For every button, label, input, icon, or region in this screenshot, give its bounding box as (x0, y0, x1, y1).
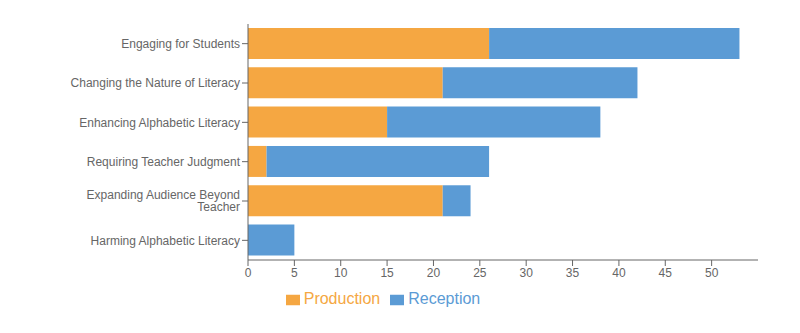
svg-text:5: 5 (291, 266, 298, 280)
html-text:Production: Production (303, 290, 381, 307)
svg-text:10: 10 (334, 266, 348, 280)
svg-text:Enhancing Alphabetic Literacy: Enhancing Alphabetic Literacy (79, 116, 240, 130)
svg-text:Expanding Audience BeyondTeach: Expanding Audience BeyondTeacher (87, 188, 240, 214)
html-text:Reception: Reception (408, 290, 481, 307)
svg-text:40: 40 (612, 266, 626, 280)
svg-text:20: 20 (427, 266, 441, 280)
svg-text:45: 45 (659, 266, 673, 280)
svg-text:30: 30 (520, 266, 534, 280)
svg-text:0: 0 (245, 266, 252, 280)
svg-text:Changing the Nature of Literac: Changing the Nature of Literacy (71, 76, 240, 90)
svg-text:Requiring Teacher Judgment: Requiring Teacher Judgment (87, 155, 241, 169)
svg-text:35: 35 (566, 266, 580, 280)
svg-text:25: 25 (473, 266, 487, 280)
svg-text:Engaging for Students: Engaging for Students (121, 37, 240, 51)
svg-text:15: 15 (380, 266, 394, 280)
svg-text:Harming Alphabetic Literacy: Harming Alphabetic Literacy (91, 234, 240, 248)
svg-text:50: 50 (705, 266, 719, 280)
